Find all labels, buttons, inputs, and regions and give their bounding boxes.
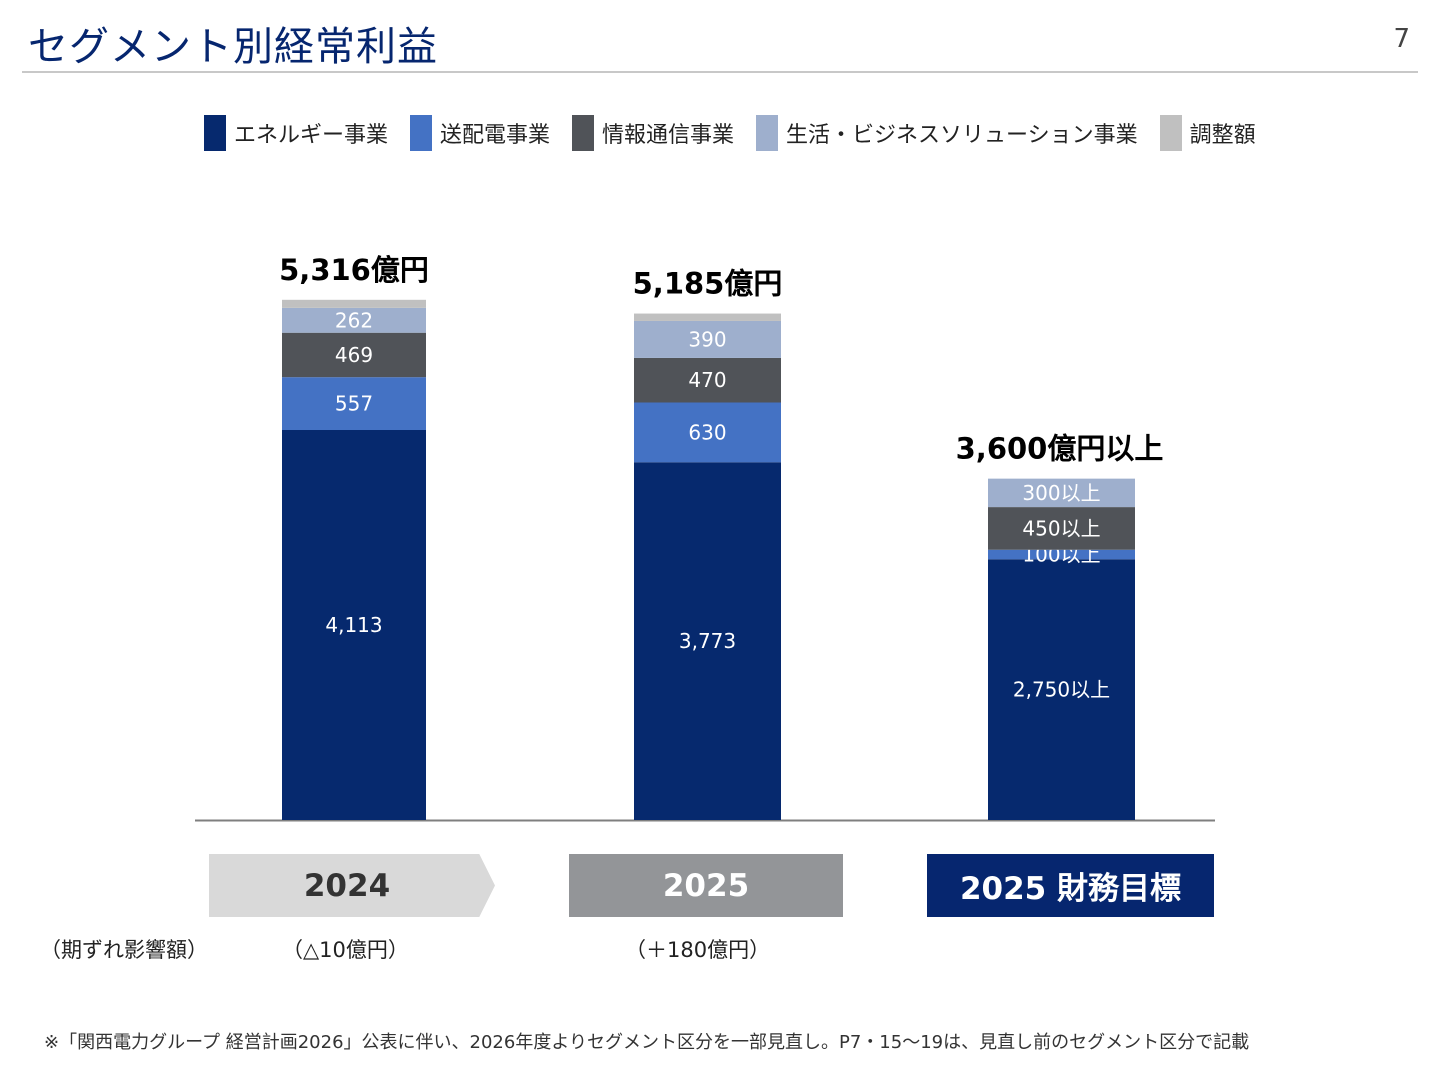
bar-segment-transmission-0 — [282, 377, 426, 430]
bar-segment-transmission-2 — [988, 549, 1135, 560]
bar-segment-it-0 — [282, 332, 426, 378]
page-title: セグメント別経常利益 — [28, 24, 438, 70]
data-label-life-2: 300以上 — [1022, 481, 1100, 505]
data-label-life-1: 390 — [688, 327, 726, 351]
legend-swatch-it — [572, 115, 595, 151]
bar-segment-energy-0 — [282, 430, 426, 820]
legend-label-energy: エネルギー事業 — [234, 123, 389, 148]
data-label-transmission-0: 557 — [335, 392, 373, 416]
bar-segment-life-0 — [282, 307, 426, 333]
bar-segment-adjustment-0 — [282, 299, 426, 308]
data-label-life-0: 262 — [335, 308, 373, 332]
bar-segment-it-1 — [634, 357, 781, 403]
data-label-energy-1: 3,773 — [679, 629, 736, 653]
footnote: ※「関西電力グループ 経営計画2026」公表に伴い、2026年度よりセグメント区… — [44, 1032, 1250, 1053]
legend-swatch-energy — [204, 115, 226, 151]
legend-swatch-adjustment — [1159, 115, 1182, 151]
total-label-1: 5,185億円 — [633, 267, 783, 301]
data-label-energy-0: 4,113 — [325, 613, 382, 637]
data-label-it-0: 469 — [335, 343, 373, 367]
category-label-2024: 2024 — [209, 854, 495, 917]
category-label-2025-target: 2025 財務目標 — [927, 854, 1214, 917]
title-divider — [22, 71, 1418, 73]
legend-label-transmission: 送配電事業 — [440, 123, 551, 148]
total-label-2: 3,600億円以上 — [956, 432, 1164, 466]
impact-value-2024: （△10億円） — [282, 938, 409, 962]
impact-label: （期ずれ影響額） — [40, 938, 208, 962]
bar-segment-energy-1 — [634, 462, 781, 820]
legend-item-it: 情報通信事業 — [572, 115, 734, 151]
legend-swatch-life — [756, 115, 779, 151]
bar-segment-energy-2 — [988, 559, 1135, 820]
bar-segment-adjustment-1 — [634, 313, 781, 321]
chart-legend: エネルギー事業 送配電事業 情報通信事業 生活・ビジネスソリューション事業 調整… — [204, 114, 1278, 152]
data-label-it-1: 470 — [688, 368, 726, 392]
legend-swatch-transmission — [410, 115, 433, 151]
data-label-it-2: 450以上 — [1022, 516, 1100, 540]
legend-item-transmission: 送配電事業 — [410, 115, 550, 151]
legend-item-life: 生活・ビジネスソリューション事業 — [756, 115, 1138, 151]
total-label-0: 5,316億円 — [279, 253, 429, 287]
legend-item-adjustment: 調整額 — [1159, 115, 1256, 151]
data-label-transmission-1: 630 — [688, 420, 726, 444]
legend-label-life: 生活・ビジネスソリューション事業 — [786, 123, 1138, 148]
bar-segment-transmission-1 — [634, 402, 781, 463]
legend-item-energy: エネルギー事業 — [204, 115, 388, 151]
impact-value-2025: （＋180億円） — [625, 938, 771, 962]
bar-segment-life-2 — [988, 478, 1135, 508]
data-label-energy-2: 2,750以上 — [1013, 678, 1110, 702]
legend-label-it: 情報通信事業 — [602, 123, 735, 148]
bar-segment-it-2 — [988, 507, 1135, 550]
bar-segment-life-1 — [634, 320, 781, 358]
page-number: 7 — [1393, 24, 1410, 54]
legend-label-adjustment: 調整額 — [1189, 123, 1256, 148]
category-label-2025: 2025 — [569, 854, 843, 917]
